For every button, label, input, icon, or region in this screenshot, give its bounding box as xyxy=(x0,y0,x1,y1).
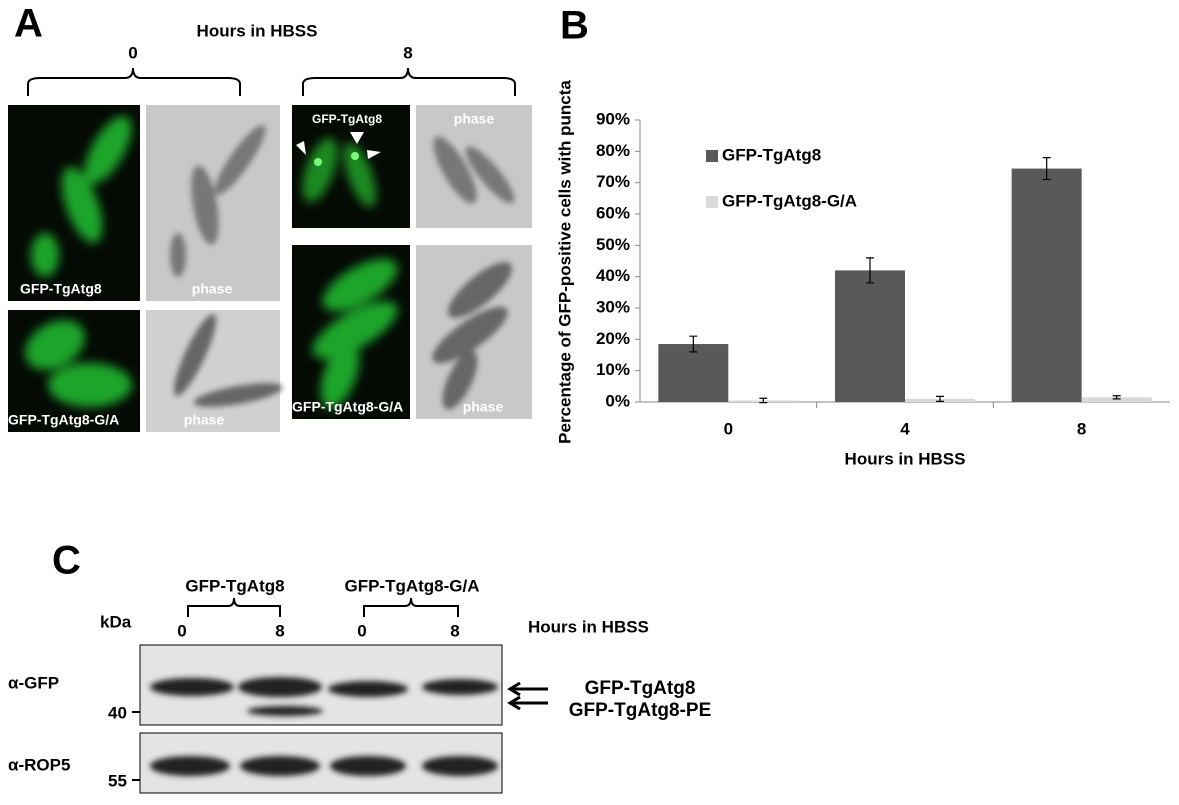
cells xyxy=(25,320,132,407)
x-tick-label: 0 xyxy=(724,419,733,438)
error-bar xyxy=(689,335,698,353)
cells xyxy=(173,313,283,407)
band-label: GFP-TgAtg8-PE xyxy=(569,700,712,721)
group-label: GFP-TgAtg8-G/A xyxy=(344,576,479,595)
y-tick-label: 40% xyxy=(596,266,630,285)
legend-swatch xyxy=(706,150,718,162)
y-tick-label: 50% xyxy=(596,235,630,254)
error-bar xyxy=(866,257,874,284)
error-bar xyxy=(759,397,768,404)
cells xyxy=(433,136,515,204)
cells xyxy=(31,116,132,277)
error-bar xyxy=(936,395,944,402)
error-bar xyxy=(1112,395,1121,400)
marker: 40 xyxy=(108,703,127,722)
legend-swatch xyxy=(706,196,718,208)
group-label: GFP-TgAtg8 xyxy=(185,576,284,595)
antibody: α-ROP5 xyxy=(8,755,70,774)
time: 0 xyxy=(357,621,366,640)
time-label: Hours in HBSS xyxy=(528,617,649,636)
y-tick-label: 10% xyxy=(596,360,630,379)
image-label: GFP-TgAtg8 xyxy=(312,112,382,126)
arrows xyxy=(507,681,548,711)
time: 8 xyxy=(450,621,459,640)
bar xyxy=(1011,168,1082,402)
y-tick-label: 0% xyxy=(605,391,630,410)
x-tick-label: 8 xyxy=(1077,419,1086,438)
y-axis-label: Percentage of GFP-positive cells with pu… xyxy=(555,80,574,444)
bar xyxy=(835,270,905,402)
time: 8 xyxy=(275,621,284,640)
bands xyxy=(150,677,498,776)
time: 0 xyxy=(177,621,186,640)
y-tick-label: 20% xyxy=(596,329,630,348)
y-tick-label: 30% xyxy=(596,297,630,316)
time: 8 xyxy=(403,43,412,62)
bar xyxy=(1081,397,1152,402)
band-label: GFP-TgAtg8 xyxy=(585,678,696,699)
arrowheads xyxy=(296,132,381,159)
y-tick-label: 80% xyxy=(596,141,630,160)
puncta xyxy=(351,152,359,160)
antibody: α-GFP xyxy=(8,673,59,692)
bracket xyxy=(302,67,516,96)
panel-c: C GFP-TgAtg8 GFP-TgAtg8-G/A kDa 0 8 0 8 … xyxy=(8,539,712,794)
bracket xyxy=(363,597,459,617)
image-label: phase xyxy=(184,412,225,428)
marker: 55 xyxy=(108,771,127,790)
image-label: phase xyxy=(454,111,495,127)
cells xyxy=(432,262,512,410)
legend-label: GFP-TgAtg8 xyxy=(722,145,821,164)
image-label: GFP-TgAtg8 xyxy=(20,281,102,297)
error-bar xyxy=(1042,157,1051,181)
image-label: phase xyxy=(192,281,233,297)
unit: kDa xyxy=(100,612,132,631)
cells xyxy=(312,258,398,409)
y-tick-label: 90% xyxy=(596,109,630,128)
panel-label: C xyxy=(52,539,81,583)
cells xyxy=(302,137,377,208)
puncta xyxy=(314,158,322,166)
x-tick-label: 4 xyxy=(900,419,910,438)
panel-label: A xyxy=(14,2,43,46)
bracket xyxy=(187,597,281,617)
marker-tick xyxy=(132,711,140,781)
y-tick-label: 60% xyxy=(596,203,630,222)
panel-a: A Hours in HBSS 0 8 xyxy=(8,2,532,432)
panel-b: B Percentage of GFP-positive cells with … xyxy=(555,4,1170,468)
x-axis-label: Hours in HBSS xyxy=(845,449,966,468)
image-label: GFP-TgAtg8-G/A xyxy=(292,399,403,415)
header: Hours in HBSS xyxy=(197,21,318,40)
image-label: GFP-TgAtg8-G/A xyxy=(8,412,119,428)
y-tick-label: 70% xyxy=(596,172,630,191)
time: 0 xyxy=(128,43,137,62)
image-label: phase xyxy=(463,399,504,415)
bar xyxy=(658,344,729,402)
panel-label: B xyxy=(560,4,589,48)
legend-label: GFP-TgAtg8-G/A xyxy=(722,191,857,210)
bracket xyxy=(27,67,241,96)
cells xyxy=(170,125,266,277)
